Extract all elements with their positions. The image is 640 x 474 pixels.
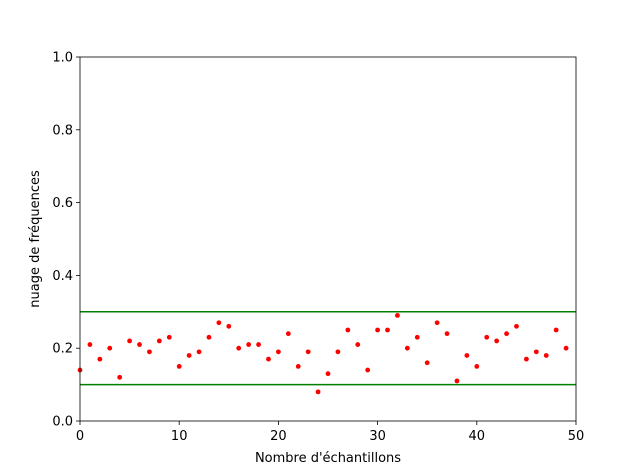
point: [305, 349, 311, 355]
point: [474, 364, 480, 369]
point: [335, 349, 341, 355]
point: [444, 331, 450, 337]
x-tick-label: 0: [76, 429, 84, 444]
point: [196, 349, 202, 355]
y-axis-label: nuage de fréquences: [28, 170, 43, 308]
point: [176, 364, 182, 369]
y-tick-label: 0.4: [52, 269, 73, 284]
point: [404, 345, 410, 351]
point: [285, 331, 291, 337]
y-tick-label: 0.2: [52, 342, 73, 357]
point: [454, 378, 460, 384]
x-tick-label: 30: [369, 429, 386, 444]
point: [246, 342, 252, 347]
point: [365, 367, 371, 373]
point: [395, 313, 400, 318]
point: [276, 349, 281, 355]
point: [355, 342, 361, 347]
point: [494, 338, 500, 344]
point: [414, 334, 420, 340]
y-tick-label: 0.0: [52, 415, 73, 430]
y-tick-label: 1.0: [52, 51, 73, 66]
point: [97, 356, 103, 362]
point: [206, 334, 212, 340]
point: [117, 374, 123, 380]
point: [553, 327, 559, 333]
point: [226, 323, 232, 329]
x-tick-label: 20: [270, 429, 287, 444]
point: [533, 349, 539, 355]
point: [216, 320, 222, 326]
point: [295, 364, 301, 369]
point: [424, 360, 430, 366]
point: [434, 320, 440, 326]
point: [464, 353, 470, 358]
point: [156, 338, 162, 344]
point: [524, 356, 529, 362]
point: [385, 327, 390, 333]
point: [256, 342, 261, 347]
y-tick-label: 0.8: [52, 123, 73, 138]
point: [484, 334, 490, 340]
point: [563, 345, 569, 351]
point: [266, 356, 271, 362]
point: [137, 342, 142, 347]
x-tick-label: 40: [469, 429, 486, 444]
point: [127, 338, 132, 344]
point: [186, 353, 192, 358]
point: [514, 323, 519, 329]
y-tick-label: 0.6: [52, 196, 73, 211]
x-tick-label: 10: [171, 429, 188, 444]
point: [166, 334, 172, 340]
point: [236, 345, 242, 351]
plot-frame: [79, 56, 577, 422]
point: [315, 389, 321, 395]
point: [504, 331, 509, 337]
point: [543, 353, 549, 358]
point: [107, 345, 113, 351]
point: [147, 349, 152, 355]
x-tick-label: 50: [568, 429, 585, 444]
point: [87, 342, 93, 347]
point: [325, 371, 331, 377]
point: [345, 327, 351, 333]
x-axis-label: Nombre d'échantillons: [255, 451, 401, 466]
point: [375, 327, 380, 333]
